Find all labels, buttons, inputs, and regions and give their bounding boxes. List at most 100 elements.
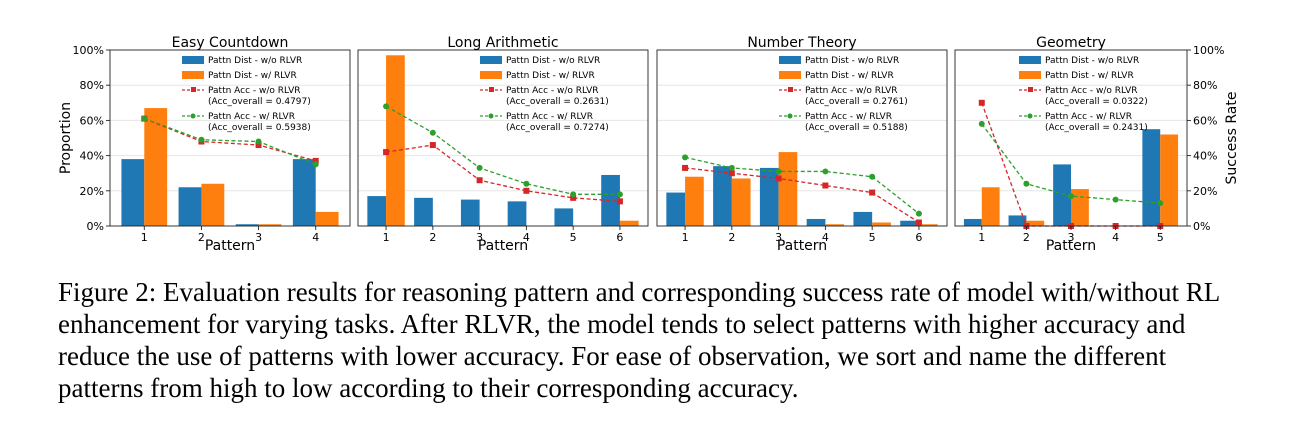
- left-ylabel: Proportion: [58, 102, 74, 174]
- panel-4-xtick-label: 2: [1023, 231, 1030, 244]
- panel-2-title: Long Arithmetic: [447, 35, 558, 51]
- panel-2-xtick-label: 3: [476, 231, 483, 244]
- panel-3-bar-wo-5: [853, 211, 873, 226]
- panel-1-point-acc-wo-3: [255, 142, 262, 149]
- panel-2-legend-marker-4: [488, 113, 494, 119]
- panel-2-point-acc-wo-2: [429, 142, 436, 149]
- panel-1-xlabel: Pattern: [205, 238, 255, 254]
- left-ytick-label: 80%: [80, 79, 104, 92]
- panel-3-xlabel: Pattern: [777, 238, 827, 254]
- panel-2-bar-wo-5: [554, 208, 574, 226]
- panel-1-bar-wo-4: [292, 159, 316, 226]
- panel-2-point-acc-w-1: [383, 103, 390, 110]
- panel-4-point-acc-w-2: [1023, 180, 1030, 187]
- panel-4-legend-label-3: Pattn Acc - w/o RLVR: [1045, 86, 1137, 96]
- panel-1-bar-wo-3: [235, 224, 259, 226]
- panel-1-xtick-label: 2: [198, 231, 205, 244]
- panel-1-legend-label-3: Pattn Acc - w/o RLVR: [208, 86, 300, 96]
- panel-3-point-acc-wo-2: [728, 170, 735, 177]
- panel-3-legend-overall-3: (Acc_overall = 0.2761): [805, 97, 908, 107]
- left-ytick-label: 40%: [80, 150, 104, 163]
- panel-2-point-acc-wo-6: [616, 198, 623, 205]
- panel-2-legend-swatch-2: [480, 71, 502, 79]
- panel-2-point-acc-w-4: [523, 180, 530, 187]
- panel-1-point-acc-w-1: [141, 115, 148, 122]
- panel-2-legend-overall-3: (Acc_overall = 0.2631): [506, 97, 609, 107]
- panel-4-legend-label-1: Pattn Dist - w/o RLVR: [1045, 56, 1139, 66]
- panel-1-xtick-label: 3: [255, 231, 262, 244]
- panel-3-legend-label-2: Pattn Dist - w/ RLVR: [805, 71, 894, 81]
- panel-4-xlabel: Pattern: [1046, 238, 1096, 254]
- panel-4-bar-wo-5: [1142, 129, 1161, 226]
- panel-4-legend-swatch-2: [1019, 71, 1041, 79]
- right-ytick-label: 40%: [1193, 150, 1217, 163]
- panel-3-point-acc-wo-6: [915, 219, 922, 226]
- right-ytick-label: 20%: [1193, 185, 1217, 198]
- panel-3-point-acc-w-1: [682, 154, 689, 161]
- panel-2-frame: [357, 49, 649, 227]
- panel-4-legend-overall-3: (Acc_overall = 0.0322): [1045, 97, 1148, 107]
- figure-caption: Figure 2: Evaluation results for reasoni…: [58, 277, 1220, 403]
- panel-1-legend-swatch-2: [182, 71, 204, 79]
- panel-4-bar-wo-3: [1053, 164, 1071, 226]
- panel-3-legend-label-1: Pattn Dist - w/o RLVR: [805, 56, 899, 66]
- panel-3-xtick-label: 4: [822, 231, 829, 244]
- panel-2-bar-wo-1: [367, 196, 387, 226]
- right-ytick-label: 0%: [1193, 220, 1210, 233]
- panel-3-line-acc-wo: [684, 167, 920, 224]
- panel-4-bar-wo-1: [963, 218, 982, 226]
- panel-2-point-acc-wo-3: [476, 177, 483, 184]
- panel-2-legend-label-1: Pattn Dist - w/o RLVR: [506, 56, 600, 66]
- left-ytick-label: 0%: [87, 220, 104, 233]
- panel-4-xtick-label: 1: [978, 231, 985, 244]
- panel-4-legend-swatch-1: [1019, 56, 1041, 64]
- panel-3-bar-w-2: [731, 178, 751, 226]
- panel-1-legend-label-2: Pattn Dist - w/ RLVR: [208, 71, 297, 81]
- panel-3-point-acc-w-2: [728, 164, 735, 171]
- panel-1-legend-marker-4: [190, 113, 196, 119]
- panel-3-point-acc-wo-1: [682, 164, 689, 171]
- panel-2-bar-wo-6: [601, 174, 620, 226]
- panel-3-bar-w-5: [872, 222, 891, 226]
- panel-3-point-acc-w-6: [915, 210, 922, 217]
- panel-3-line-acc-w: [684, 156, 920, 215]
- left-ytick-label: 60%: [80, 114, 104, 127]
- panel-2-xlabel: Pattern: [478, 238, 528, 254]
- panel-2-legend-overall-4: (Acc_overall = 0.7274): [506, 123, 609, 133]
- panel-4-point-acc-w-5: [1157, 200, 1164, 207]
- panel-1-bar-w-4: [315, 211, 339, 226]
- panel-3-point-acc-wo-5: [869, 189, 876, 196]
- panel-2-xtick-label: 5: [570, 231, 577, 244]
- figure: Easy Countdown 1 2 3 4 Pattern Pattn Dist - w/…: [58, 35, 1240, 254]
- panel-3-point-acc-w-3: [775, 168, 782, 175]
- left-ytick-label: 20%: [80, 185, 104, 198]
- panel-1-bar-w-2: [201, 183, 225, 226]
- panel-2-legend-marker-3: [489, 87, 494, 92]
- panel-3-legend-marker-4: [787, 113, 793, 119]
- panel-1-bar-wo-2: [178, 187, 202, 226]
- panel-3-title: Number Theory: [747, 35, 856, 51]
- right-ytick-label: 80%: [1193, 79, 1217, 92]
- panel-2-point-acc-w-3: [476, 164, 483, 171]
- panel-3-xtick-label: 2: [728, 231, 735, 244]
- panel-2-point-acc-w-2: [429, 129, 436, 136]
- panel-1-legend-label-4: Pattn Acc - w/ RLVR: [208, 112, 295, 122]
- panel-3-xtick-label: 1: [682, 231, 689, 244]
- panel-1-legend-swatch-1: [182, 56, 204, 64]
- panel-1-frame: [109, 49, 351, 227]
- panel-2-point-acc-w-5: [570, 191, 577, 198]
- panel-2-point-acc-wo-5: [570, 194, 577, 201]
- panel-4-legend-overall-4: (Acc_overall = 0.2431): [1045, 123, 1148, 133]
- panel-4-legend-marker-4: [1027, 113, 1033, 119]
- panel-2-legend-label-3: Pattn Acc - w/o RLVR: [506, 86, 598, 96]
- panel-3-bar-wo-1: [666, 192, 686, 226]
- panel-4-xtick-label: 5: [1157, 231, 1164, 244]
- panel-4-point-acc-wo-1: [978, 99, 985, 106]
- panel-4-point-acc-w-4: [1112, 196, 1119, 203]
- panel-3-xtick-label: 3: [775, 231, 782, 244]
- panel-1-xtick-label: 4: [312, 231, 319, 244]
- panel-4-legend-marker-3: [1028, 87, 1033, 92]
- panel-2-point-acc-wo-4: [523, 187, 530, 194]
- panel-3-legend-label-4: Pattn Acc - w/ RLVR: [805, 112, 892, 122]
